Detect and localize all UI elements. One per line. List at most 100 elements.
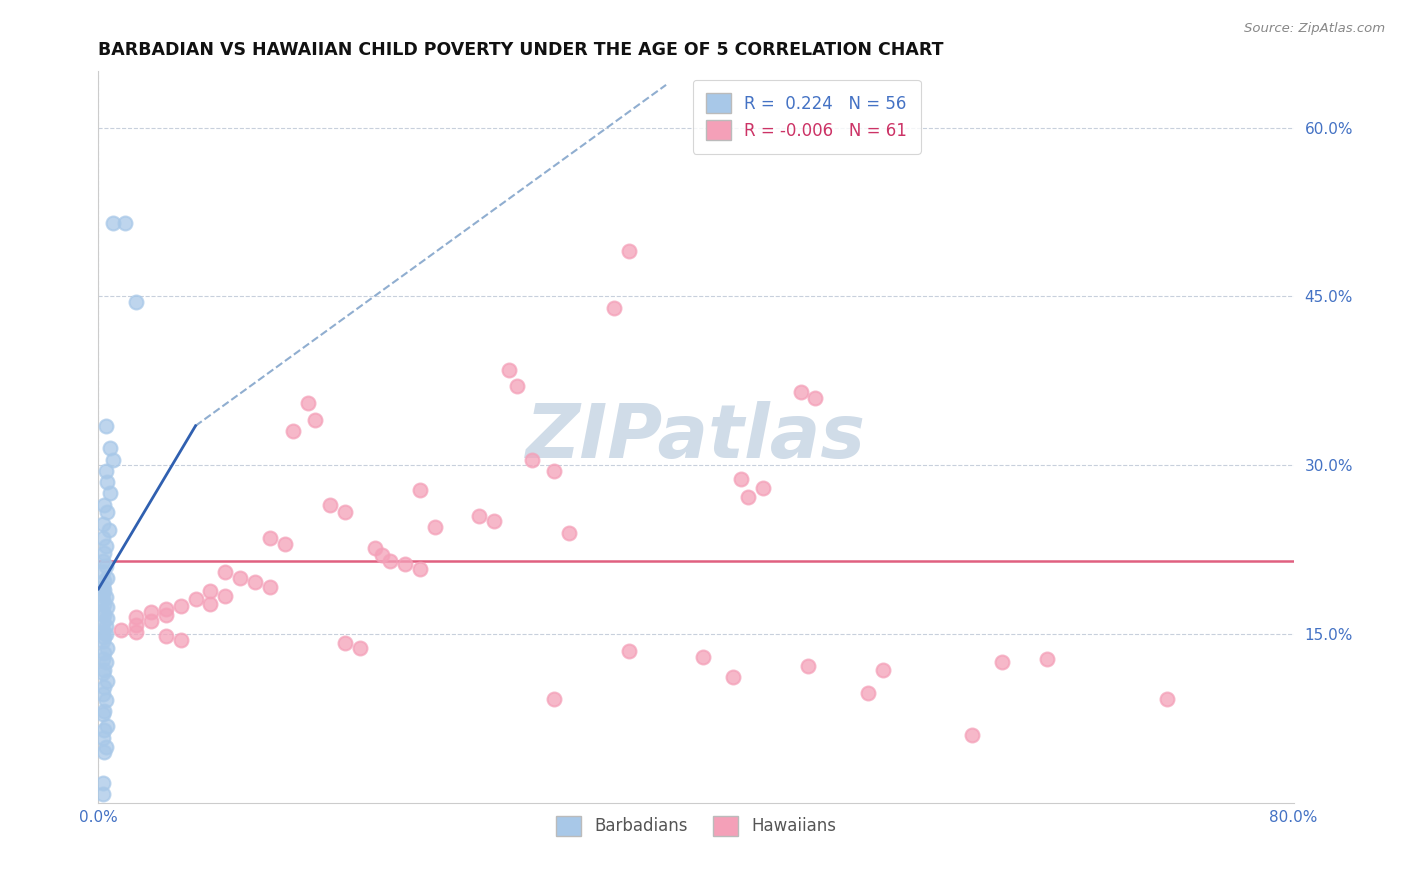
Point	[96, 640, 118, 655]
Point	[96, 571, 118, 585]
Point	[543, 464, 565, 478]
Point	[789, 385, 811, 400]
Point	[91, 580, 114, 594]
Point	[91, 666, 114, 681]
Point	[1036, 652, 1059, 666]
Text: Source: ZipAtlas.com: Source: ZipAtlas.com	[1244, 22, 1385, 36]
Point	[468, 508, 491, 523]
Point	[139, 605, 162, 619]
Point	[94, 619, 117, 633]
Point	[93, 597, 115, 611]
Point	[281, 425, 304, 439]
Point	[93, 583, 115, 598]
Point	[558, 525, 581, 540]
Point	[98, 486, 122, 500]
Point	[94, 539, 117, 553]
Point	[96, 674, 118, 689]
Point	[155, 602, 177, 616]
Point	[169, 632, 191, 647]
Text: ZIPatlas: ZIPatlas	[526, 401, 866, 474]
Point	[229, 571, 252, 585]
Point	[96, 506, 118, 520]
Point	[364, 541, 387, 556]
Point	[349, 640, 371, 655]
Point	[98, 442, 122, 456]
Point	[91, 516, 114, 531]
Point	[93, 745, 115, 759]
Point	[139, 614, 162, 628]
Point	[737, 490, 759, 504]
Point	[214, 589, 236, 603]
Point	[274, 537, 297, 551]
Point	[200, 584, 222, 599]
Point	[96, 599, 118, 614]
Point	[94, 627, 117, 641]
Point	[91, 586, 114, 600]
Point	[394, 558, 416, 572]
Point	[155, 607, 177, 622]
Point	[804, 391, 827, 405]
Point	[730, 472, 752, 486]
Point	[91, 706, 114, 721]
Point	[91, 731, 114, 745]
Point	[371, 548, 394, 562]
Point	[91, 565, 114, 579]
Point	[110, 623, 132, 637]
Point	[125, 618, 148, 632]
Point	[94, 559, 117, 574]
Point	[333, 506, 356, 520]
Point	[91, 615, 114, 630]
Point	[94, 739, 117, 754]
Point	[91, 532, 114, 546]
Point	[962, 728, 984, 742]
Point	[872, 663, 894, 677]
Point	[93, 663, 115, 677]
Point	[214, 565, 236, 579]
Point	[96, 719, 118, 733]
Point	[520, 452, 543, 467]
Text: BARBADIAN VS HAWAIIAN CHILD POVERTY UNDER THE AGE OF 5 CORRELATION CHART: BARBADIAN VS HAWAIIAN CHILD POVERTY UNDE…	[98, 41, 943, 59]
Point	[125, 624, 148, 639]
Point	[125, 295, 148, 310]
Point	[93, 574, 115, 588]
Point	[103, 452, 125, 467]
Point	[408, 562, 430, 576]
Point	[94, 655, 117, 669]
Point	[603, 301, 626, 315]
Point	[484, 515, 506, 529]
Point	[93, 498, 115, 512]
Point	[319, 498, 342, 512]
Point	[259, 532, 281, 546]
Point	[91, 652, 114, 666]
Point	[856, 685, 879, 699]
Point	[93, 680, 115, 694]
Point	[91, 787, 114, 801]
Point	[93, 607, 115, 622]
Point	[297, 396, 319, 410]
Point	[408, 483, 430, 497]
Point	[1156, 692, 1178, 706]
Point	[617, 644, 640, 658]
Point	[91, 593, 114, 607]
Point	[797, 658, 820, 673]
Point	[506, 379, 529, 393]
Point	[91, 775, 114, 789]
Point	[94, 693, 117, 707]
Point	[91, 633, 114, 648]
Point	[125, 610, 148, 624]
Point	[91, 687, 114, 701]
Point	[245, 575, 267, 590]
Point	[304, 413, 326, 427]
Point	[752, 481, 775, 495]
Point	[991, 655, 1014, 669]
Point	[184, 592, 207, 607]
Point	[91, 554, 114, 568]
Point	[333, 636, 356, 650]
Point	[200, 597, 222, 611]
Point	[94, 418, 117, 433]
Point	[96, 611, 118, 625]
Point	[103, 216, 125, 230]
Point	[94, 464, 117, 478]
Legend: Barbadians, Hawaiians: Barbadians, Hawaiians	[543, 802, 849, 849]
Point	[96, 475, 118, 489]
